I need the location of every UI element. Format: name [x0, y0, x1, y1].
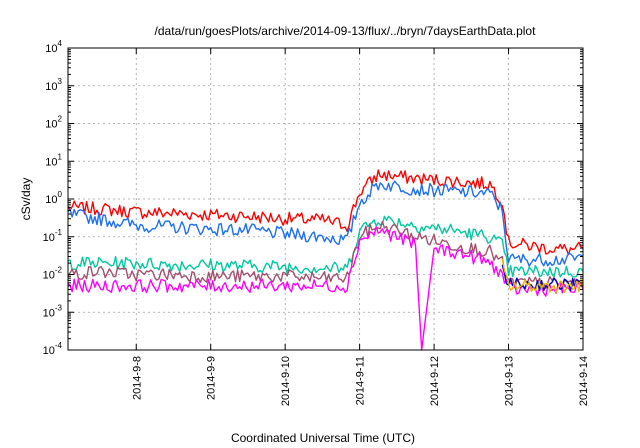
x-tick-label: 2014-9-9: [206, 356, 218, 400]
x-tick-label: 2014-9-8: [131, 356, 143, 400]
x-ticks: 2014-9-8 2014-9-9 2014-9-10 2014-9-11 2014-9…: [131, 48, 590, 406]
x-tick-label: 2014-9-10: [280, 356, 292, 406]
series-line-2: [67, 180, 584, 267]
x-tick-label: 2014-9-11: [355, 356, 367, 405]
y-tick-label: 103: [45, 77, 62, 93]
y-tick-label: 10-3: [43, 303, 63, 319]
series-line-3: [67, 215, 584, 278]
series-line-7: [501, 258, 584, 294]
series-layer: [67, 169, 584, 351]
y-tick-label: 102: [45, 115, 62, 131]
plot-frame: [67, 47, 584, 351]
y-tick-label: 10-1: [43, 228, 63, 244]
y-ticks: 10-4 10-3 10-2 10-1 100 101 102 103 104: [43, 39, 583, 357]
series-line-5: [67, 226, 584, 351]
y-tick-label: 104: [45, 39, 62, 55]
x-tick-label: 2014-9-14: [578, 356, 590, 406]
y-tick-label: 10-4: [43, 341, 63, 357]
chart-title: /data/run/goesPlots/archive/2014-09-13/f…: [155, 24, 537, 38]
y-tick-label: 101: [45, 152, 62, 168]
grid: [68, 48, 583, 350]
series-line-1: [67, 169, 584, 256]
y-tick-label: 10-2: [43, 266, 63, 282]
y-tick-label: 100: [45, 190, 62, 206]
x-tick-label: 2014-9-12: [429, 356, 441, 406]
series-line-4: [67, 220, 584, 289]
x-axis-label: Coordinated Universal Time (UTC): [231, 431, 415, 445]
x-tick-label: 2014-9-13: [504, 356, 516, 406]
y-axis-label: cSv/day: [19, 178, 33, 221]
